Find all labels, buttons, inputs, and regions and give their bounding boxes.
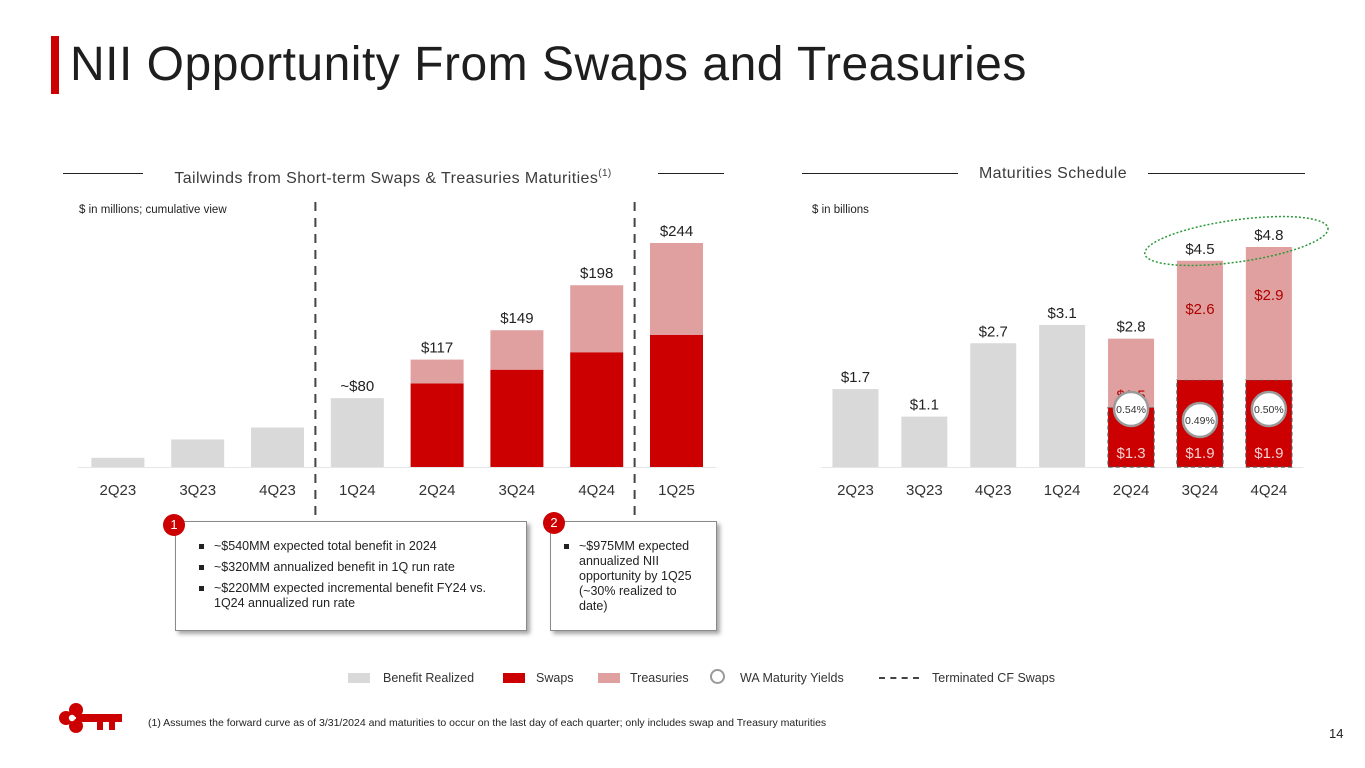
left-heading-rule-left <box>63 173 143 174</box>
legend-yield-circle-icon <box>710 669 725 684</box>
swaps-value-label: $1.9 <box>1185 445 1214 462</box>
legend-benefit-swatch <box>348 673 370 683</box>
treasuries-value-label: $2.9 <box>1254 287 1283 304</box>
wa-yield-label: 0.50% <box>1254 404 1284 416</box>
x-tick-label: 4Q23 <box>975 482 1012 499</box>
bar-treasuries <box>490 330 544 370</box>
right-heading-rule-right <box>1148 173 1305 174</box>
callout-1-bullet: ~$540MM expected total benefit in 2024 <box>196 539 516 554</box>
bar-treasuries <box>1245 247 1292 380</box>
wa-yield-label: 0.54% <box>1116 404 1146 416</box>
x-tick-label: 3Q23 <box>179 482 216 499</box>
x-tick-label: 4Q24 <box>1250 482 1287 499</box>
legend-dash-icon <box>879 677 919 679</box>
legend-yields-label: WA Maturity Yields <box>740 671 844 685</box>
callout-1-bullet: ~$220MM expected incremental benefit FY2… <box>196 581 516 611</box>
legend-benefit-label: Benefit Realized <box>383 671 475 685</box>
total-label: $117 <box>421 340 453 357</box>
bar-swaps <box>410 383 464 467</box>
total-label: $198 <box>580 265 613 282</box>
x-tick-label: 4Q24 <box>578 482 615 499</box>
right-chart: 2Q23 $1.7 3Q23 $1.1 4Q23 $2.7 1Q24 $3.1 2Q24 $2.8… <box>821 215 1329 499</box>
total-label: $149 <box>500 310 533 327</box>
right-heading-rule-left <box>802 173 958 174</box>
legend-terminated-label: Terminated CF Swaps <box>932 671 1055 685</box>
callout-1-list: ~$540MM expected total benefit in 2024 ~… <box>176 522 526 611</box>
legend-treasuries-swatch <box>598 673 620 683</box>
left-heading-text: Tailwinds from Short-term Swaps & Treasu… <box>174 170 599 187</box>
bar-treasuries <box>410 359 464 384</box>
left-heading-footnote-ref: (1) <box>598 168 612 179</box>
left-chart: 2Q23 3Q23 4Q23 1Q24 ~$80 2Q24 $117 3Q24 $149 4Q24… <box>78 202 717 525</box>
bar-treasuries <box>650 243 703 335</box>
x-tick-label: 2Q24 <box>1113 482 1150 499</box>
bar-benefit-realized <box>251 427 304 467</box>
wa-yield-circle <box>1112 390 1150 428</box>
title-accent-bar <box>51 36 59 94</box>
bar-benefit-realized <box>1039 324 1086 467</box>
total-label: $2.8 <box>1116 319 1145 336</box>
bar-benefit-realized <box>330 398 384 467</box>
legend-swaps-swatch <box>503 673 525 683</box>
bar-swaps <box>490 369 544 467</box>
bar-benefit-realized <box>901 416 948 467</box>
left-chart-heading: Tailwinds from Short-term Swaps & Treasu… <box>153 163 633 187</box>
right-chart-heading: Maturities Schedule <box>978 165 1128 182</box>
total-label: $4.5 <box>1185 241 1214 258</box>
bar-benefit-realized <box>171 439 225 467</box>
x-tick-label: 1Q24 <box>1044 482 1081 499</box>
callout-box-1: ~$540MM expected total benefit in 2024 ~… <box>175 521 527 631</box>
callout-2-list: ~$975MM expected annualized NII opportun… <box>551 522 716 614</box>
callout-2-bullet: ~$975MM expected annualized NII opportun… <box>561 539 708 614</box>
bar-treasuries <box>1176 260 1223 380</box>
key-logo-icon <box>59 703 122 733</box>
total-label: ~$80 <box>340 378 374 395</box>
wa-yield-label: 0.49% <box>1185 415 1215 427</box>
total-label: $4.8 <box>1254 227 1283 244</box>
page-title: NII Opportunity From Swaps and Treasurie… <box>70 38 1027 91</box>
x-tick-label: 1Q25 <box>658 482 695 499</box>
x-tick-label: 3Q24 <box>1182 482 1219 499</box>
value-label: $1.1 <box>910 397 939 414</box>
bar-swaps <box>650 334 703 467</box>
left-unit-note: $ in millions; cumulative view <box>79 204 227 216</box>
left-heading-rule-right <box>658 173 724 174</box>
highlight-ellipse <box>1144 215 1329 267</box>
x-tick-label: 4Q23 <box>259 482 296 499</box>
callout-badge-2: 2 <box>543 512 565 534</box>
wa-yield-circle <box>1181 401 1219 439</box>
wa-yield-circle <box>1250 390 1288 428</box>
value-label: $3.1 <box>1048 305 1077 322</box>
swaps-value-label: $1.3 <box>1116 445 1145 462</box>
legend-swaps-label: Swaps <box>536 671 574 685</box>
callout-1-bullet: ~$320MM annualized benefit in 1Q run rat… <box>196 560 516 575</box>
treasuries-value-label: $2.6 <box>1185 301 1214 318</box>
x-tick-label: 2Q23 <box>837 482 874 499</box>
x-tick-label: 3Q24 <box>499 482 536 499</box>
bar-benefit-realized <box>91 457 145 467</box>
x-tick-label: 3Q23 <box>906 482 943 499</box>
bar-swaps <box>570 352 624 467</box>
right-unit-note: $ in billions <box>812 204 869 216</box>
callout-badge-1: 1 <box>163 514 185 536</box>
legend-treasuries-label: Treasuries <box>630 671 689 685</box>
x-tick-label: 2Q23 <box>100 482 137 499</box>
bar-benefit-realized <box>832 389 879 467</box>
callout-box-2: ~$975MM expected annualized NII opportun… <box>550 521 717 631</box>
bar-benefit-realized <box>970 343 1017 467</box>
value-label: $1.7 <box>841 369 870 386</box>
x-tick-label: 1Q24 <box>339 482 376 499</box>
x-tick-label: 2Q24 <box>419 482 456 499</box>
value-label: $2.7 <box>979 323 1008 340</box>
total-label: $244 <box>660 223 693 240</box>
bar-treasuries <box>570 285 624 353</box>
footnote: (1) Assumes the forward curve as of 3/31… <box>148 717 827 729</box>
page-number: 14 <box>1329 726 1344 741</box>
swaps-value-label: $1.9 <box>1254 445 1283 462</box>
